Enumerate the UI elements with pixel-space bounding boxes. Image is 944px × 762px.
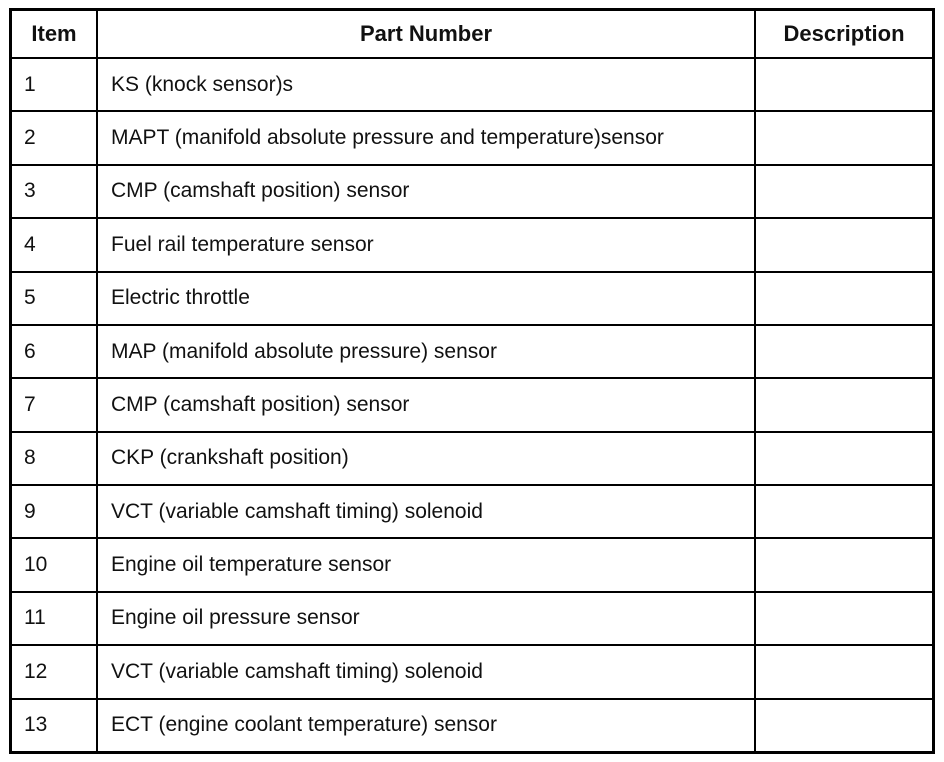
part-number-cell: Fuel rail temperature sensor [96, 217, 756, 273]
table-row: 9 VCT (variable camshaft timing) solenoid [9, 483, 935, 540]
part-number-cell: CMP (camshaft position) sensor [96, 163, 756, 220]
item-cell: 7 [9, 377, 98, 433]
part-number-cell: VCT (variable camshaft timing) solenoid [96, 483, 756, 540]
description-cell [754, 697, 935, 754]
description-cell [754, 163, 935, 220]
item-cell: 8 [9, 430, 98, 487]
part-number-cell: ECT (engine coolant temperature) sensor [96, 697, 756, 754]
header-part-number: Part Number [96, 8, 756, 59]
description-cell [754, 323, 935, 380]
description-cell [754, 377, 935, 433]
description-cell [754, 270, 935, 326]
item-cell: 4 [9, 217, 98, 273]
table-header: Item Part Number Description [9, 8, 935, 59]
table-row: 3 CMP (camshaft position) sensor [9, 163, 935, 220]
table-row: 2 MAPT (manifold absolute pressure and te… [9, 110, 935, 166]
part-number-cell: VCT (variable camshaft timing) solenoid [96, 644, 756, 700]
item-cell: 5 [9, 270, 98, 326]
table-row: 6 MAP (manifold absolute pressure) sensor [9, 323, 935, 380]
parts-table: Item Part Number Description 1 KS (knock … [9, 8, 935, 754]
item-cell: 6 [9, 323, 98, 380]
part-number-cell: MAPT (manifold absolute pressure and tem… [96, 110, 756, 166]
description-cell [754, 430, 935, 487]
item-cell: 3 [9, 163, 98, 220]
item-cell: 12 [9, 644, 98, 700]
part-number-cell: Engine oil pressure sensor [96, 590, 756, 647]
description-cell [754, 217, 935, 273]
part-number-cell: CMP (camshaft position) sensor [96, 377, 756, 433]
description-cell [754, 537, 935, 593]
part-number-cell: MAP (manifold absolute pressure) sensor [96, 323, 756, 380]
table-body: 1 KS (knock sensor)s 2 MAPT (manifold absol… [9, 56, 935, 754]
item-cell: 11 [9, 590, 98, 647]
part-number-cell: KS (knock sensor)s [96, 56, 756, 113]
item-cell: 1 [9, 56, 98, 113]
table-row: 11 Engine oil pressure sensor [9, 590, 935, 647]
item-cell: 9 [9, 483, 98, 540]
description-cell [754, 56, 935, 113]
item-cell: 2 [9, 110, 98, 166]
part-number-cell: CKP (crankshaft position) [96, 430, 756, 487]
table-row: 5 Electric throttle [9, 270, 935, 326]
header-row: Item Part Number Description [9, 8, 935, 59]
header-item: Item [9, 8, 98, 59]
description-cell [754, 644, 935, 700]
description-cell [754, 110, 935, 166]
table-row: 1 KS (knock sensor)s [9, 56, 935, 113]
table-row: 10 Engine oil temperature sensor [9, 537, 935, 593]
table-row: 7 CMP (camshaft position) sensor [9, 377, 935, 433]
part-number-cell: Engine oil temperature sensor [96, 537, 756, 593]
item-cell: 13 [9, 697, 98, 754]
table-row: 13 ECT (engine coolant temperature) senso… [9, 697, 935, 754]
description-cell [754, 590, 935, 647]
table-row: 4 Fuel rail temperature sensor [9, 217, 935, 273]
item-cell: 10 [9, 537, 98, 593]
description-cell [754, 483, 935, 540]
table-row: 8 CKP (crankshaft position) [9, 430, 935, 487]
header-description: Description [754, 8, 935, 59]
part-number-cell: Electric throttle [96, 270, 756, 326]
table-row: 12 VCT (variable camshaft timing) solenoi… [9, 644, 935, 700]
